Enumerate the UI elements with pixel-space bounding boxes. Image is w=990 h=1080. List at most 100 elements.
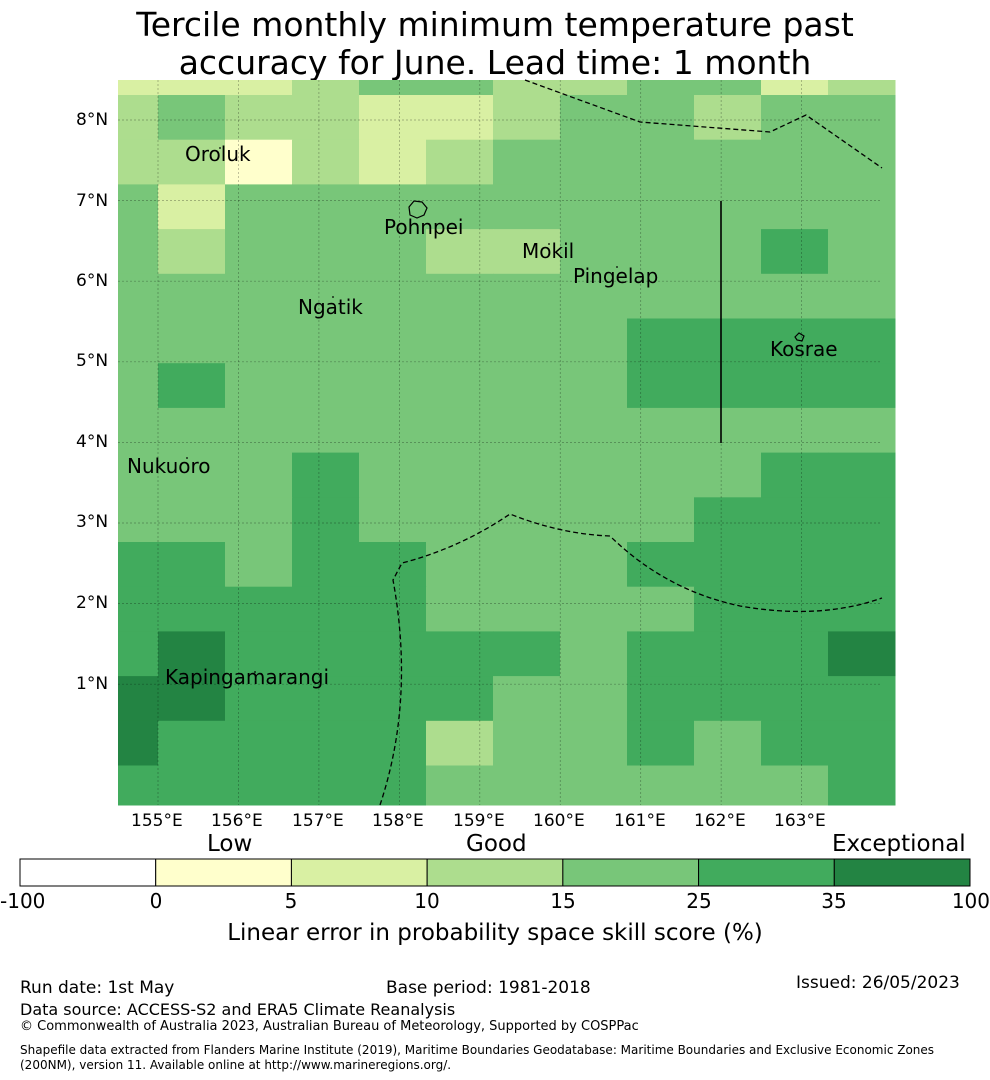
grid-cell — [359, 318, 427, 364]
colorbar-tick-100: 100 — [951, 889, 990, 913]
grid-cell — [225, 95, 293, 141]
colorbar-title: Linear error in probability space skill … — [227, 920, 763, 946]
grid-cell — [627, 586, 695, 632]
grid-cell — [158, 452, 226, 498]
grid-cell — [761, 765, 829, 806]
lat-label-1n: 1°N — [76, 674, 109, 694]
grid-cell — [828, 273, 896, 319]
grid-cell — [158, 542, 226, 588]
grid-cell — [828, 229, 896, 275]
grid-cell — [560, 95, 628, 141]
lat-label-6n: 6°N — [76, 271, 109, 291]
grid-cell — [761, 184, 829, 230]
lon-label-159e: 159°E — [453, 811, 505, 831]
grid-cell — [694, 363, 762, 409]
grid-cell — [627, 452, 695, 498]
grid-cell — [560, 139, 628, 185]
grid-cell — [828, 184, 896, 230]
grid-cell — [225, 631, 293, 677]
grid-cell — [694, 720, 762, 766]
place-label-pohnpei: Pohnpei — [384, 215, 464, 239]
grid-cell — [292, 676, 360, 722]
grid-cell — [426, 80, 494, 96]
grid-cell — [359, 631, 427, 677]
grid-cell — [158, 229, 226, 275]
grid-cell — [118, 95, 159, 141]
grid-cell — [118, 273, 159, 319]
grid-cell — [158, 139, 226, 185]
grid-cell — [560, 363, 628, 409]
grid-cell — [292, 586, 360, 632]
grid-cell — [627, 407, 695, 454]
grid-cell — [118, 184, 159, 230]
data-source: Data source: ACCESS-S2 and ERA5 Climate … — [20, 1000, 456, 1019]
grid-cell — [426, 720, 494, 766]
colorbar-segment — [290, 858, 428, 887]
place-label-oroluk: Oroluk — [185, 142, 251, 166]
grid-cell — [694, 95, 762, 141]
island-outlines — [408, 200, 805, 342]
grid-cell — [828, 407, 896, 454]
grid-cell — [426, 229, 494, 275]
grid-cell — [158, 80, 226, 96]
mokil-dot — [548, 243, 550, 245]
grid-cell — [694, 80, 762, 96]
grid-cell — [828, 586, 896, 632]
kapingamarangi-dot — [254, 671, 256, 673]
grid-cell — [761, 273, 829, 319]
grid-cell — [694, 586, 762, 632]
grid-cell — [694, 184, 762, 230]
grid-cell — [761, 407, 829, 454]
grid-cell — [560, 586, 628, 632]
eez-boundary-north — [524, 79, 883, 169]
category-exceptional: Exceptional — [832, 831, 966, 857]
grid-cell — [118, 765, 159, 806]
grid-cell — [493, 765, 561, 806]
grid-cell — [828, 631, 896, 677]
grid-cell — [828, 720, 896, 766]
lon-label-158e: 158°E — [372, 811, 424, 831]
grid-cell — [560, 407, 628, 454]
grid-cell — [694, 139, 762, 185]
colorbar-segment — [833, 858, 971, 887]
grid-cell — [118, 497, 159, 543]
grid-cell — [158, 765, 226, 806]
grid-cell — [225, 407, 293, 454]
grid-cell — [560, 765, 628, 806]
colorbar-tick-15: 15 — [550, 889, 576, 913]
grid-cell — [426, 452, 494, 498]
grid-cell — [359, 80, 427, 96]
skill-grid — [118, 80, 896, 806]
grid-cell — [118, 363, 159, 409]
colorbar-tick-25: 25 — [686, 889, 712, 913]
grid-cell — [761, 720, 829, 766]
place-label-nukuoro: Nukuoro — [127, 454, 211, 478]
base-period: Base period: 1981-2018 — [386, 978, 591, 998]
grid-cell — [225, 497, 293, 543]
category-good: Good — [466, 831, 527, 857]
grid-cell — [493, 184, 561, 230]
grid-cell — [118, 80, 159, 96]
run-date: Run date: 1st May — [20, 978, 175, 998]
grid-cell — [359, 184, 427, 230]
grid-cell — [426, 95, 494, 141]
grid-cell — [225, 676, 293, 722]
title-line-1: Tercile monthly minimum temperature past — [136, 5, 854, 44]
grid-cell — [761, 676, 829, 722]
colorbar-tick-35: 35 — [821, 889, 847, 913]
grid-cell — [225, 80, 293, 96]
grid-cell — [158, 318, 226, 364]
grid-cell — [493, 407, 561, 454]
grid-cell — [118, 720, 159, 766]
grid-cell — [828, 363, 896, 409]
grid-cell — [225, 720, 293, 766]
grid-cell — [828, 139, 896, 185]
grid-cell — [694, 452, 762, 498]
grid-cell — [292, 229, 360, 275]
grid-cell — [694, 407, 762, 454]
grid-cell — [359, 676, 427, 722]
grid-cell — [694, 273, 762, 319]
grid-cell — [761, 631, 829, 677]
lon-label-155e: 155°E — [131, 811, 183, 831]
grid-cell — [426, 586, 494, 632]
